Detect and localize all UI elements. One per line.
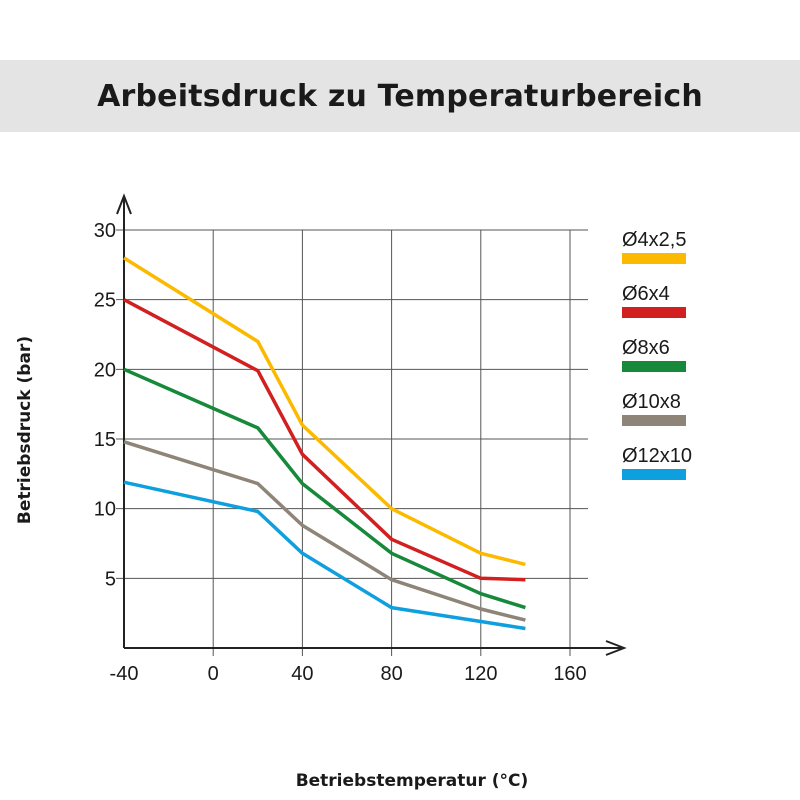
x-axis-label: Betriebstemperatur (°C)	[296, 771, 529, 791]
y-tick-label: 10	[94, 499, 116, 521]
title-bar: Arbeitsdruck zu Temperaturbereich	[0, 60, 800, 132]
tick-labels: 5 10 15 20 25 30 -40 0 40 80 120 160	[94, 220, 587, 685]
legend-label-3: Ø10x8	[622, 391, 681, 413]
y-tick-label: 30	[94, 220, 116, 242]
legend-label-0: Ø4x2,5	[622, 229, 686, 251]
series-line-1	[123, 298, 526, 582]
legend-swatch-3	[622, 415, 686, 426]
series-line-4	[123, 480, 526, 631]
y-tick-label: 20	[94, 359, 116, 381]
grid	[116, 229, 588, 656]
y-tick-label: 15	[94, 429, 116, 451]
y-tick-label: 5	[105, 568, 116, 590]
legend-swatch-4	[622, 469, 686, 480]
legend-label-4: Ø12x10	[622, 445, 692, 467]
series-line-0	[123, 256, 526, 567]
x-tick-label: 160	[553, 663, 586, 685]
legend-label-1: Ø6x4	[622, 283, 670, 305]
y-axis-arrow	[116, 193, 132, 215]
legend-swatch-0	[622, 253, 686, 264]
legend-label-2: Ø8x6	[622, 337, 670, 359]
legend: Ø4x2,5 Ø6x4 Ø8x6 Ø10x8 Ø12x10	[622, 229, 692, 480]
y-tick-label: 25	[94, 290, 116, 312]
y-axis-label: Betriebsdruck (bar)	[15, 336, 35, 524]
x-tick-label: 80	[380, 663, 402, 685]
series-line-3	[123, 440, 526, 622]
x-tick-label: 120	[464, 663, 497, 685]
x-tick-label: 0	[208, 663, 219, 685]
x-tick-label: 40	[291, 663, 313, 685]
chart-title: Arbeitsdruck zu Temperaturbereich	[97, 78, 703, 114]
series-lines	[123, 256, 526, 631]
legend-swatch-1	[622, 307, 686, 318]
legend-swatch-2	[622, 361, 686, 372]
series-line-2	[123, 367, 526, 610]
x-tick-label: -40	[110, 663, 139, 685]
axes	[116, 193, 627, 656]
x-axis-arrow	[605, 640, 627, 656]
